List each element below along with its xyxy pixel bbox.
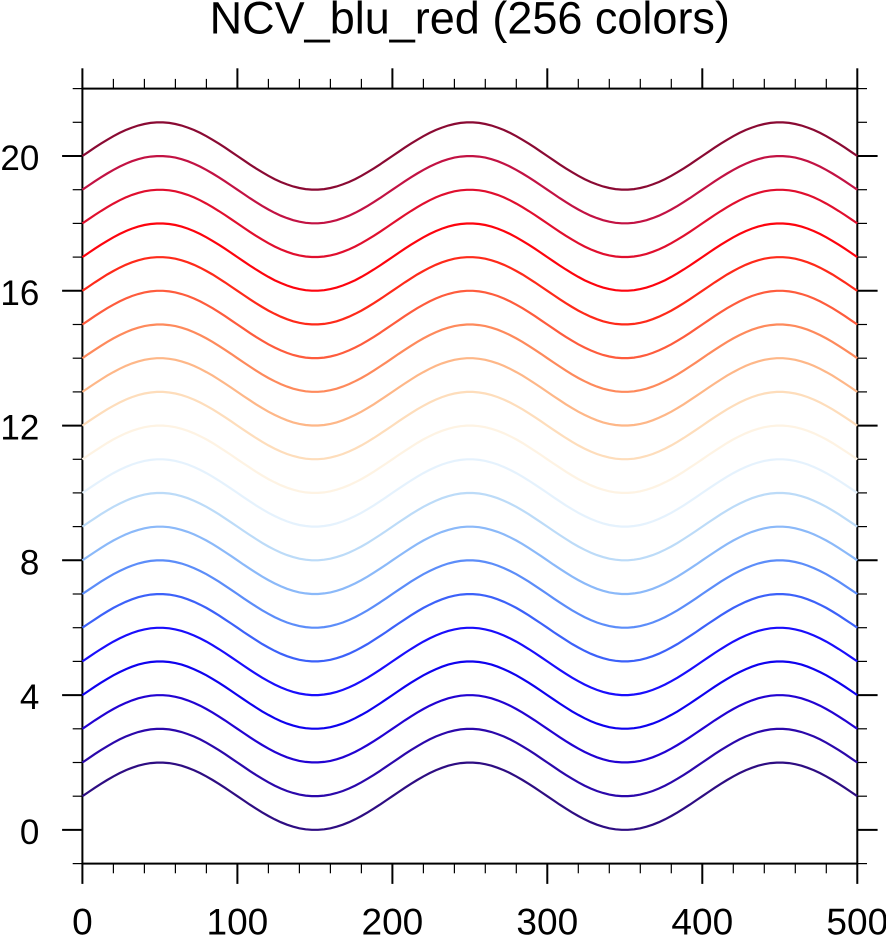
svg-text:100: 100 (207, 901, 269, 935)
svg-text:20: 20 (0, 139, 39, 178)
svg-text:12: 12 (0, 409, 39, 448)
svg-text:NCV_blu_red (256 colors): NCV_blu_red (256 colors) (210, 0, 730, 43)
svg-text:300: 300 (516, 901, 578, 935)
svg-text:0: 0 (20, 813, 39, 852)
svg-text:0: 0 (72, 901, 93, 935)
svg-text:400: 400 (671, 901, 733, 935)
svg-text:500: 500 (826, 901, 886, 935)
svg-text:200: 200 (362, 901, 424, 935)
svg-text:4: 4 (20, 678, 39, 717)
svg-text:8: 8 (20, 543, 39, 582)
svg-text:16: 16 (0, 274, 39, 313)
